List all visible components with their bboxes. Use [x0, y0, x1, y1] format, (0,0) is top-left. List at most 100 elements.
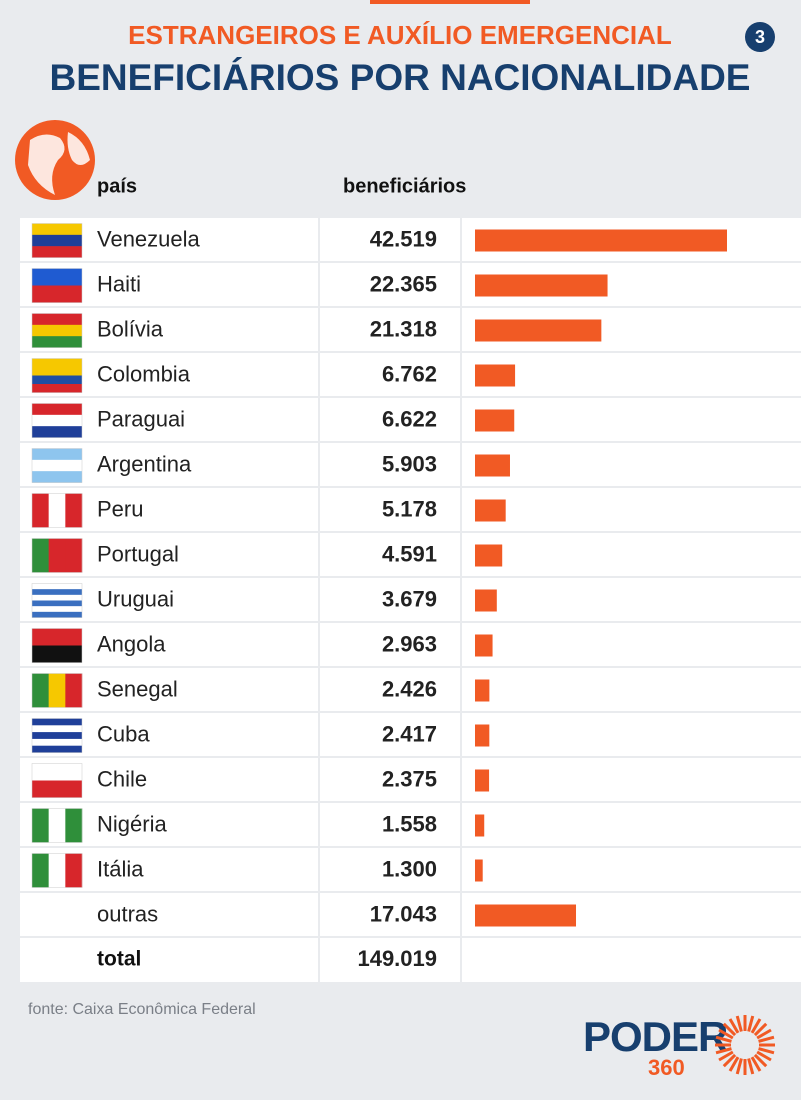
row-cell	[320, 443, 460, 486]
value-label: 22.365	[370, 271, 437, 296]
flag-stripe	[32, 589, 82, 596]
flag-border	[31, 718, 83, 753]
badge-number: 3	[755, 27, 765, 47]
country-name: Cuba	[97, 721, 150, 746]
bar	[475, 364, 516, 387]
bar	[475, 319, 602, 342]
flag-stripe	[32, 808, 49, 843]
flag-stripe	[32, 375, 82, 385]
flag-stripe	[32, 538, 49, 573]
flag-border	[31, 763, 83, 798]
flag-stripe	[65, 538, 83, 573]
flag-stripe	[65, 493, 83, 528]
row-cell	[462, 668, 801, 711]
bar	[475, 589, 497, 612]
flag	[31, 268, 83, 303]
row-cell	[320, 488, 460, 531]
flag-stripe	[32, 645, 82, 663]
row-cell	[320, 218, 460, 261]
bar	[475, 634, 493, 657]
column-header: beneficiários	[343, 175, 466, 197]
flag-border	[31, 583, 83, 618]
flag-stripe	[32, 611, 82, 618]
row-cell	[320, 623, 460, 666]
total-name: total	[97, 948, 141, 971]
country-name: Peru	[97, 496, 143, 521]
row-cell	[462, 398, 801, 441]
flag-stripe	[32, 414, 82, 427]
globe	[15, 120, 95, 200]
flag-stripe	[32, 471, 82, 483]
row-cell	[320, 758, 460, 801]
flag-stripe	[32, 673, 49, 708]
flag-stripe	[32, 853, 49, 888]
sun-ray	[715, 1047, 732, 1055]
flag-stripe	[48, 853, 66, 888]
flag-stripe	[32, 426, 82, 438]
flag	[31, 718, 83, 753]
value-label: 5.178	[382, 496, 437, 521]
flag	[31, 763, 83, 798]
sun-ray	[715, 1035, 732, 1043]
top-accent	[370, 0, 530, 4]
flag-border	[31, 223, 83, 258]
value-label: 2.375	[382, 766, 437, 791]
row-cell	[462, 803, 801, 846]
logo-number: 360	[648, 1055, 685, 1080]
sun-ray	[750, 1056, 762, 1072]
flag-stripe	[48, 808, 66, 843]
total-value: 149.019	[357, 946, 437, 971]
row-cell	[462, 623, 801, 666]
flag-stripe	[32, 738, 82, 746]
flag	[31, 628, 83, 663]
flag-stripe	[32, 600, 82, 607]
flag-stripe	[32, 606, 82, 613]
flag-stripe	[32, 358, 82, 368]
value-label: 2.426	[382, 676, 437, 701]
country-name: Angola	[97, 631, 166, 656]
value-label: 2.963	[382, 631, 437, 656]
flag-stripe	[32, 780, 82, 798]
row-cell	[462, 443, 801, 486]
flag	[31, 538, 83, 573]
country-name: Itália	[97, 856, 144, 881]
flag-stripe	[32, 268, 82, 286]
sun-ray	[735, 1015, 743, 1032]
logo-sun	[715, 1015, 775, 1075]
row-cell	[320, 848, 460, 891]
flag-stripe	[32, 448, 82, 461]
flag-stripe	[32, 234, 82, 247]
country-name: outras	[97, 901, 158, 926]
column-header: país	[97, 175, 137, 197]
sun-ray	[758, 1047, 775, 1055]
bar	[475, 904, 577, 927]
row-cell	[320, 938, 460, 982]
value-label: 6.622	[382, 406, 437, 431]
row-cell	[320, 308, 460, 351]
country-name: Haiti	[97, 271, 141, 296]
flag-border	[31, 628, 83, 663]
flag-border	[31, 313, 83, 348]
flag-stripe	[32, 745, 82, 753]
flag-stripe	[32, 763, 82, 781]
flag-stripe	[32, 718, 82, 726]
row-cell	[320, 713, 460, 756]
country-name: Senegal	[97, 676, 178, 701]
flag-stripe	[32, 403, 82, 416]
flag-stripe	[32, 725, 82, 733]
sun-ray	[747, 1058, 755, 1075]
country-name: Paraguai	[97, 406, 185, 431]
row-cell	[462, 758, 801, 801]
flag-border	[31, 538, 83, 573]
country-name: Nigéria	[97, 811, 167, 836]
flag-stripe	[32, 594, 82, 601]
flag-stripe	[32, 285, 82, 303]
sun-ray	[718, 1050, 734, 1062]
country-name: Colombia	[97, 361, 191, 386]
flag	[31, 313, 83, 348]
flag-stripe	[32, 336, 82, 348]
row-cell	[462, 533, 801, 576]
bar	[475, 454, 510, 477]
value-label: 3.679	[382, 586, 437, 611]
